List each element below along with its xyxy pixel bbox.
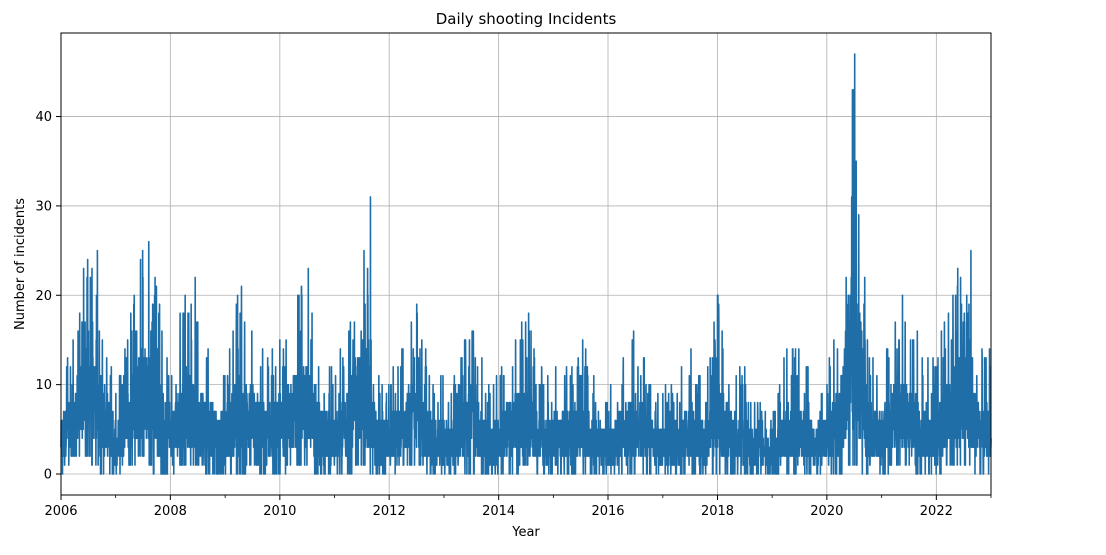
incident-line bbox=[60, 53, 992, 475]
x-tick-label: 2022 bbox=[920, 504, 953, 519]
x-axis-label: Year bbox=[511, 525, 540, 540]
x-tick-label: 2014 bbox=[482, 504, 515, 519]
x-tick-label: 2018 bbox=[701, 504, 734, 519]
y-tick-label: 40 bbox=[35, 110, 52, 125]
axis-ticks: 2006 2008 2010 2012 2014 2016 2018 2020 2022 0 10 2… bbox=[35, 110, 992, 519]
y-tick-label: 10 bbox=[35, 378, 52, 393]
x-tick-label: 2010 bbox=[263, 504, 296, 519]
y-tick-label: 20 bbox=[35, 289, 52, 304]
incident-series bbox=[60, 53, 992, 475]
y-tick-label: 30 bbox=[35, 199, 52, 214]
x-tick-label: 2006 bbox=[44, 504, 77, 519]
x-tick-label: 2020 bbox=[810, 504, 843, 519]
chart-title: Daily shooting Incidents bbox=[436, 10, 617, 28]
x-tick-label: 2008 bbox=[154, 504, 187, 519]
y-axis-label: Number of incidents bbox=[13, 198, 28, 330]
x-tick-label: 2012 bbox=[373, 504, 406, 519]
x-tick-label: 2016 bbox=[591, 504, 624, 519]
plot-frame bbox=[60, 32, 992, 496]
y-tick-label: 0 bbox=[44, 468, 52, 483]
